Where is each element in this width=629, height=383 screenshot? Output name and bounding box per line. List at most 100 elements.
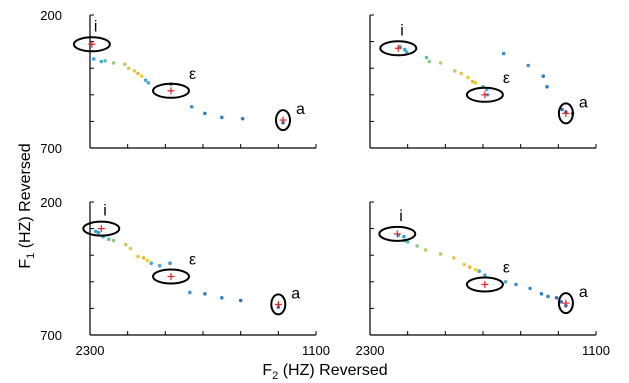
y-tick-label: 200 bbox=[40, 8, 62, 23]
data-point bbox=[438, 61, 443, 65]
data-point bbox=[140, 74, 144, 78]
x-axis-title: F2 (HZ) Reversed bbox=[262, 362, 387, 382]
data-point bbox=[136, 71, 140, 76]
vowel-ellipse bbox=[72, 36, 111, 53]
data-point bbox=[404, 50, 409, 54]
data-point bbox=[554, 296, 559, 300]
data-point bbox=[143, 78, 148, 82]
x-axis-title-rest: (HZ) Reversed bbox=[278, 362, 387, 379]
data-point bbox=[459, 71, 464, 76]
vowel-label: i bbox=[103, 203, 107, 220]
data-point bbox=[466, 75, 470, 80]
data-point bbox=[402, 234, 406, 239]
data-point bbox=[424, 55, 429, 60]
data-point bbox=[107, 237, 111, 241]
y-axis-title: F1 (HZ) Reversed bbox=[17, 143, 37, 268]
data-point bbox=[503, 280, 508, 284]
data-point bbox=[126, 66, 131, 70]
data-point bbox=[452, 256, 456, 260]
data-point bbox=[539, 292, 544, 296]
panel-top-right: i ε a bbox=[369, 14, 597, 149]
data-point bbox=[220, 115, 224, 120]
panel-bottom-left: 200 700 2300 1100 i ε a bbox=[40, 195, 330, 358]
data-point bbox=[546, 294, 550, 299]
data-point bbox=[128, 246, 133, 251]
vowel-ellipse bbox=[82, 220, 121, 237]
data-point bbox=[92, 57, 96, 61]
data-point bbox=[468, 265, 472, 270]
vowel-label: a bbox=[579, 284, 588, 301]
data-point bbox=[438, 252, 443, 256]
data-point bbox=[453, 69, 457, 73]
data-point bbox=[111, 238, 116, 243]
vowel-label: a bbox=[296, 101, 305, 118]
data-point bbox=[473, 81, 478, 85]
vowel-label: a bbox=[291, 285, 300, 302]
data-point bbox=[157, 264, 162, 268]
data-point bbox=[526, 63, 530, 68]
data-point bbox=[545, 85, 549, 89]
panel-bottom-right: 2300 1100 i ε a bbox=[356, 201, 610, 358]
data-point bbox=[238, 298, 243, 303]
data-point bbox=[427, 59, 432, 64]
vowel-ellipse bbox=[152, 268, 190, 285]
vowel-ellipse bbox=[378, 225, 417, 242]
data-point bbox=[477, 269, 482, 274]
data-point bbox=[415, 244, 419, 248]
data-point bbox=[470, 79, 475, 84]
x-tick-label: 1100 bbox=[302, 343, 330, 358]
x-axis-title-sub: 2 bbox=[272, 370, 278, 382]
data-point bbox=[99, 59, 104, 64]
vowel-ellipse bbox=[465, 86, 504, 103]
y-axis-title-main: F bbox=[17, 259, 34, 269]
data-point bbox=[168, 261, 172, 266]
x-tick-label: 1100 bbox=[582, 343, 610, 358]
y-axis-title-sub: 1 bbox=[25, 253, 37, 259]
data-point bbox=[188, 290, 192, 295]
data-point bbox=[405, 240, 410, 244]
x-tick-label: 2300 bbox=[356, 343, 385, 358]
data-point bbox=[93, 229, 98, 234]
data-point bbox=[220, 296, 224, 300]
data-point bbox=[203, 292, 207, 296]
data-point bbox=[501, 51, 506, 56]
data-point bbox=[403, 47, 407, 52]
panels: 200 700 i ε a i ε a 200 700 2300 1100 i ε a 2300 1100 i ε a bbox=[40, 8, 610, 358]
vowel-ellipse bbox=[465, 276, 504, 293]
vowel-ellipse bbox=[557, 292, 574, 315]
data-point bbox=[145, 258, 150, 263]
data-point bbox=[423, 248, 428, 252]
data-point bbox=[103, 59, 107, 63]
data-point bbox=[240, 116, 245, 121]
vowel-label: i bbox=[400, 22, 404, 39]
y-tick-label: 200 bbox=[40, 195, 62, 210]
vowel-label: i bbox=[399, 208, 403, 225]
x-axis-title-main: F bbox=[262, 362, 272, 379]
y-axis-title-rest: (HZ) Reversed bbox=[17, 143, 34, 252]
data-point bbox=[462, 262, 467, 267]
vowel-ellipse bbox=[379, 40, 418, 57]
vowel-label: ε bbox=[189, 252, 196, 269]
data-point bbox=[111, 61, 116, 65]
data-point bbox=[559, 300, 563, 304]
data-point bbox=[124, 242, 128, 247]
vowel-label: ε bbox=[503, 70, 510, 87]
vowel-ellipse bbox=[275, 109, 291, 132]
vowel-ellipse bbox=[270, 293, 287, 316]
y-tick-label: 700 bbox=[40, 141, 62, 156]
data-point bbox=[146, 81, 151, 85]
panel-top-left: 200 700 i ε a bbox=[40, 8, 317, 156]
vowel-label: ε bbox=[503, 260, 510, 277]
y-tick-label: 700 bbox=[40, 328, 62, 343]
data-point bbox=[203, 111, 207, 116]
data-point bbox=[149, 261, 153, 266]
vowel-label: i bbox=[94, 18, 98, 35]
vowel-ellipse bbox=[152, 82, 190, 99]
data-point bbox=[123, 62, 127, 66]
data-point bbox=[132, 69, 137, 73]
vowel-label: ε bbox=[189, 66, 196, 83]
x-tick-label: 2300 bbox=[76, 343, 105, 358]
data-point bbox=[136, 254, 140, 259]
vowel-label: a bbox=[579, 94, 588, 111]
